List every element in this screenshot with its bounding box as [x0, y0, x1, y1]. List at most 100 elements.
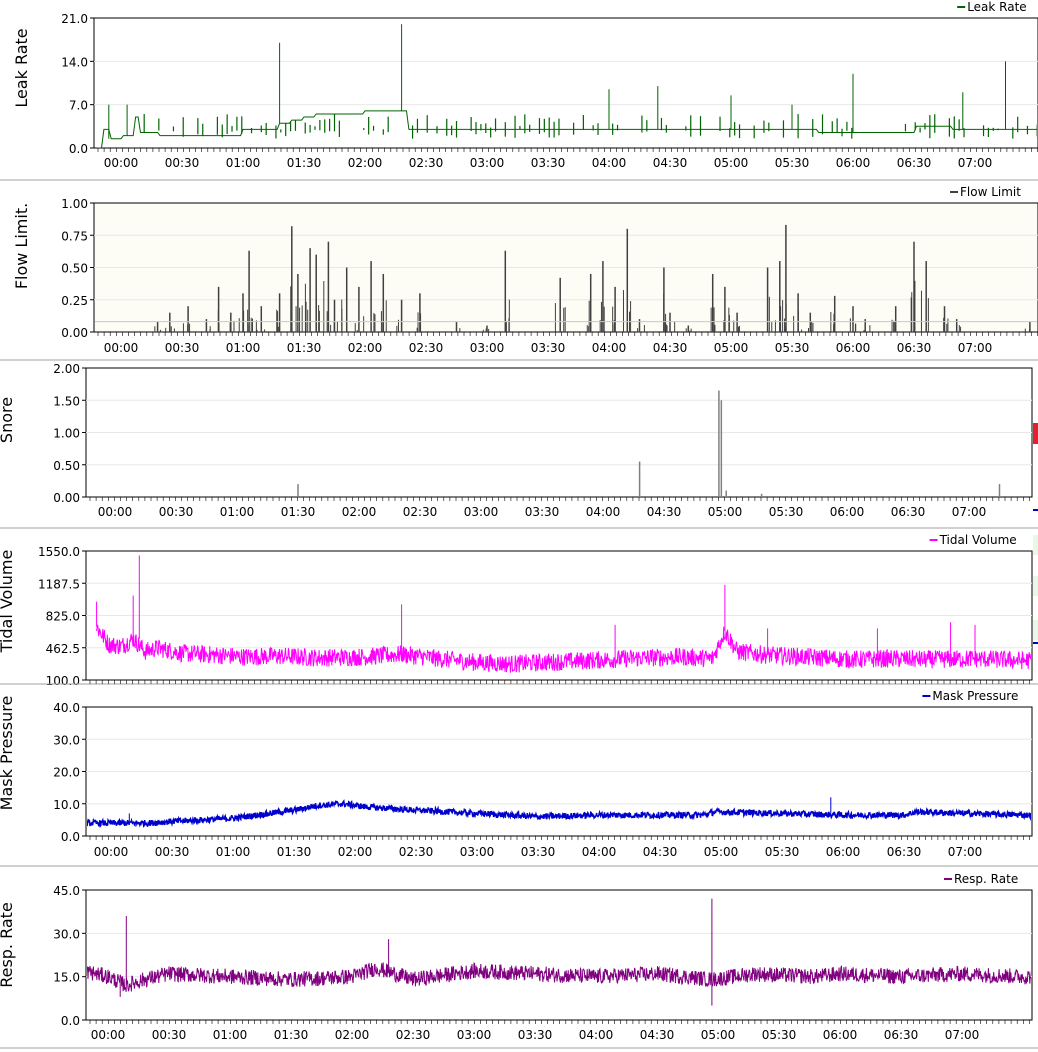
x-tick-label: 04:30	[640, 1028, 675, 1042]
x-tick-label: 00:00	[94, 845, 129, 859]
y-tick-label: 15.0	[53, 971, 80, 985]
green-indicator	[1033, 620, 1038, 640]
y-tick-label: 20.0	[53, 766, 80, 780]
x-tick-label: 00:30	[152, 1028, 187, 1042]
y-tick-label: 45.0	[53, 884, 80, 898]
y-tick-label: 30.0	[53, 927, 80, 941]
x-tick-label: 01:30	[287, 341, 322, 355]
chart-panel-1: 0.0 7.0 14.0 21.0 Leak Rate 00:00 00:30 01:00 01…	[0, 0, 1038, 181]
y-tick-label: 0.00	[53, 491, 80, 505]
legend-label: Mask Pressure	[932, 689, 1018, 703]
chart-panel-5: 0.0 10.0 20.0 30.0 40.0 Mask Pressure 00:00 00:…	[0, 689, 1038, 867]
y-tick-label: 0.0	[61, 830, 80, 844]
x-tick-label: 05:00	[714, 156, 749, 170]
x-tick-label: 01:00	[226, 341, 261, 355]
y-tick-label: 462.5	[46, 642, 80, 656]
y-axis-label: Leak Rate	[12, 28, 31, 107]
x-tick-label: 06:30	[884, 1028, 919, 1042]
x-tick-label: 03:30	[531, 341, 566, 355]
plot-marks	[96, 555, 1031, 673]
legend: Resp. Rate	[944, 872, 1018, 886]
x-tick-label: 04:00	[586, 505, 621, 519]
x-tick-label: 06:00	[823, 1028, 858, 1042]
x-tick-label: 06:00	[830, 505, 865, 519]
x-tick-label: 02:30	[409, 156, 444, 170]
y-tick-label: 14.0	[61, 55, 88, 69]
legend-label: Leak Rate	[967, 0, 1026, 14]
chart-panel-4: 100.0 462.5 825.0 1187.5 1550.0 Tidal Volume T…	[0, 533, 1038, 688]
x-tick-label: 00:00	[104, 341, 139, 355]
y-tick-label: 2.00	[53, 362, 80, 376]
x-tick-label: 01:30	[274, 1028, 309, 1042]
x-tick-label: 02:30	[399, 845, 434, 859]
y-tick-label: 21.0	[61, 12, 88, 26]
green-indicator	[1033, 535, 1038, 555]
side-indicators	[1033, 423, 1038, 644]
y-tick-label: 100.0	[46, 674, 80, 688]
x-tick-label: 01:00	[216, 845, 251, 859]
x-tick-label: 03:30	[521, 845, 556, 859]
series-line	[87, 962, 1031, 992]
x-tick-label: 02:30	[409, 341, 444, 355]
y-tick-label: 0.0	[61, 1014, 80, 1028]
x-tick-label: 00:00	[98, 505, 133, 519]
chart-panel-2: 0.00 0.25 0.50 0.75 1.00 Flow Limit. 00:00 00:3…	[0, 185, 1038, 361]
y-tick-label: 0.50	[61, 262, 88, 276]
x-tick-label: 06:00	[836, 341, 871, 355]
y-tick-label: 0.50	[53, 459, 80, 473]
x-tick-label: 02:30	[396, 1028, 431, 1042]
x-tick-label: 02:00	[338, 845, 373, 859]
legend: Tidal Volume	[929, 533, 1017, 547]
x-tick-label: 04:30	[653, 341, 688, 355]
x-tick-label: 03:00	[457, 1028, 492, 1042]
y-tick-label: 1187.5	[38, 577, 80, 591]
y-tick-label: 1.50	[53, 394, 80, 408]
y-tick-label: 825.0	[46, 610, 80, 624]
x-tick-label: 00:00	[91, 1028, 126, 1042]
x-tick-label: 03:30	[518, 1028, 553, 1042]
y-axis-label: Snore	[0, 397, 16, 443]
plot-marks	[297, 390, 1001, 497]
x-tick-label: 06:30	[891, 505, 926, 519]
x-tick-label: 02:00	[342, 505, 377, 519]
x-tick-label: 05:30	[775, 156, 810, 170]
x-tick-label: 01:00	[213, 1028, 248, 1042]
plot-area	[85, 889, 1033, 1021]
y-tick-label: 0.75	[61, 229, 88, 243]
legend: Mask Pressure	[922, 689, 1018, 703]
x-tick-label: 03:00	[464, 505, 499, 519]
y-tick-label: 1550.0	[38, 545, 80, 559]
x-tick-label: 02:30	[403, 505, 438, 519]
chart-panel-3: 0.00 0.50 1.00 1.50 2.00 Snore 00:00 00:30 01:00…	[0, 362, 1038, 529]
y-axis-label: Flow Limit.	[12, 203, 31, 289]
legend-label: Tidal Volume	[939, 533, 1017, 547]
x-tick-label: 03:30	[531, 156, 566, 170]
x-tick-label: 03:00	[460, 845, 495, 859]
x-tick-label: 06:30	[887, 845, 922, 859]
y-tick-label: 1.00	[53, 427, 80, 441]
x-tick-label: 01:00	[226, 156, 261, 170]
y-axis-label: Resp. Rate	[0, 902, 16, 988]
x-tick-label: 03:00	[470, 156, 505, 170]
x-tick-label: 05:00	[708, 505, 743, 519]
y-tick-label: 30.0	[53, 733, 80, 747]
x-tick-label: 01:30	[281, 505, 316, 519]
x-tick-label: 06:00	[836, 156, 871, 170]
x-tick-label: 05:30	[765, 845, 800, 859]
x-tick-label: 05:30	[762, 1028, 797, 1042]
red-indicator	[1033, 423, 1038, 444]
y-axis-label: Mask Pressure	[0, 696, 16, 811]
x-tick-label: 06:30	[897, 341, 932, 355]
x-tick-label: 02:00	[348, 341, 383, 355]
plot-marks	[95, 224, 1037, 332]
x-tick-label: 02:00	[348, 156, 383, 170]
legend-label: Resp. Rate	[954, 872, 1018, 886]
y-tick-label: 0.00	[61, 326, 88, 340]
y-tick-label: 7.0	[69, 99, 88, 113]
x-tick-label: 04:00	[582, 845, 617, 859]
x-tick-label: 01:00	[220, 505, 255, 519]
plot-area	[93, 17, 1038, 149]
x-tick-label: 07:00	[945, 1028, 980, 1042]
x-tick-label: 00:30	[165, 341, 200, 355]
